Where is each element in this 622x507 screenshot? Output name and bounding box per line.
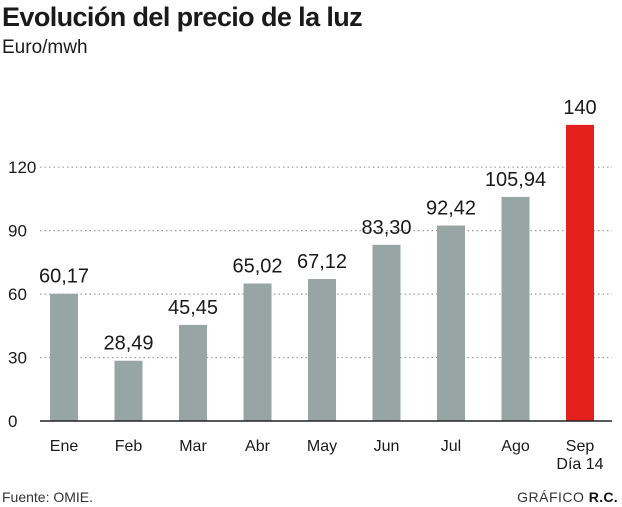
data-label: 28,49 [103,333,153,355]
bar-chart: 0 30 60 90 120 60,17 28,49 45,45 65,02 67,12 83,30… [8,97,612,473]
data-label: 45,45 [168,297,218,319]
data-label: 67,12 [297,251,347,273]
y-tick-label: 30 [8,349,27,368]
y-tick-label: 0 [8,412,17,431]
bar-highlight [566,124,594,422]
bar [501,196,530,421]
x-tick-label: Ago [501,438,530,455]
bar [243,283,272,421]
x-tick-label: Feb [115,438,143,455]
credit-brand: R.C. [588,489,618,505]
data-label: 105,94 [485,169,546,191]
data-label: 140 [563,97,596,119]
x-tick-label: Jul [441,438,461,455]
x-tick-label: Sep [566,438,595,455]
x-tick-label: May [307,438,337,455]
y-tick-label: 60 [8,285,27,304]
chart-subtitle: Euro/mwh [2,37,88,58]
bar [114,360,143,421]
bar [179,324,207,421]
y-tick-label: 90 [8,222,27,241]
y-tick-label: 120 [8,158,36,177]
data-label: 92,42 [426,198,476,220]
credit-prefix: GRÁFICO [517,489,585,505]
bar [372,244,401,421]
data-label: 60,17 [39,266,89,288]
x-tick-label: Ene [50,438,79,455]
graphic-credit: GRÁFICO R.C. [517,489,618,505]
x-tick-label: Jun [374,438,400,455]
source-note: Fuente: OMIE. [2,489,94,505]
data-label: 65,02 [232,255,282,277]
data-label: 83,30 [361,217,411,239]
chart-title: Evolución del precio de la luz [2,2,363,32]
x-tick-label: Abr [245,438,271,455]
x-tick-label: Mar [179,438,207,455]
bar [308,279,336,421]
x-tick-sublabel: Día 14 [556,456,603,473]
bar [50,293,78,421]
bar [437,225,465,421]
